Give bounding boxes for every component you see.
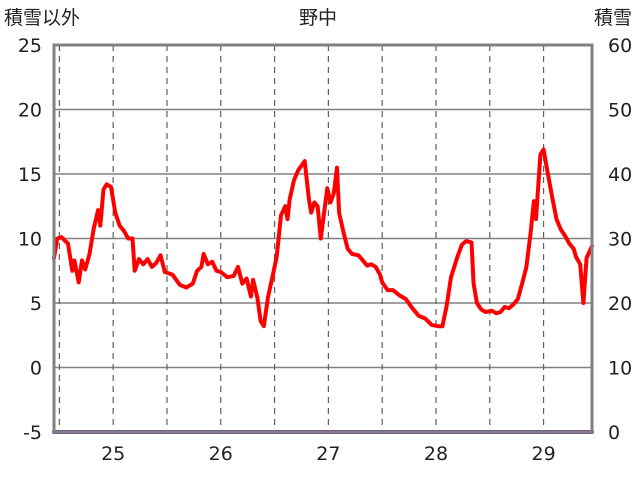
x-tick-label: 25 [101, 443, 125, 465]
chart-title: 野中 [299, 7, 337, 29]
right-tick-label: 10 [608, 358, 632, 380]
right-tick-label: 20 [608, 293, 632, 315]
x-tick-label: 29 [531, 443, 555, 465]
left-tick-label: 0 [30, 358, 42, 380]
left-tick-label: 15 [18, 164, 42, 186]
x-tick-label: 26 [209, 443, 233, 465]
x-tick-label: 27 [316, 443, 340, 465]
right-tick-label: 60 [608, 35, 632, 57]
plot-frame [52, 43, 594, 434]
left-tick-label: 10 [18, 229, 42, 251]
left-tick-label: 25 [18, 35, 42, 57]
left-tick-label: 5 [30, 293, 42, 315]
right-tick-label: 0 [608, 422, 620, 444]
series-line-left [52, 147, 594, 329]
tick-labels: -505101520250102030405060252627282930123… [18, 35, 632, 465]
left-tick-label: -5 [23, 422, 42, 444]
right-tick-label: 50 [608, 100, 632, 122]
x-tick-label: 28 [424, 443, 448, 465]
grid-lines [54, 45, 592, 432]
right-axis-title: 積雪 [594, 7, 632, 29]
left-axis-title: 積雪以外 [4, 7, 80, 29]
right-tick-label: 40 [608, 164, 632, 186]
right-tick-label: 30 [608, 229, 632, 251]
left-tick-label: 20 [18, 100, 42, 122]
